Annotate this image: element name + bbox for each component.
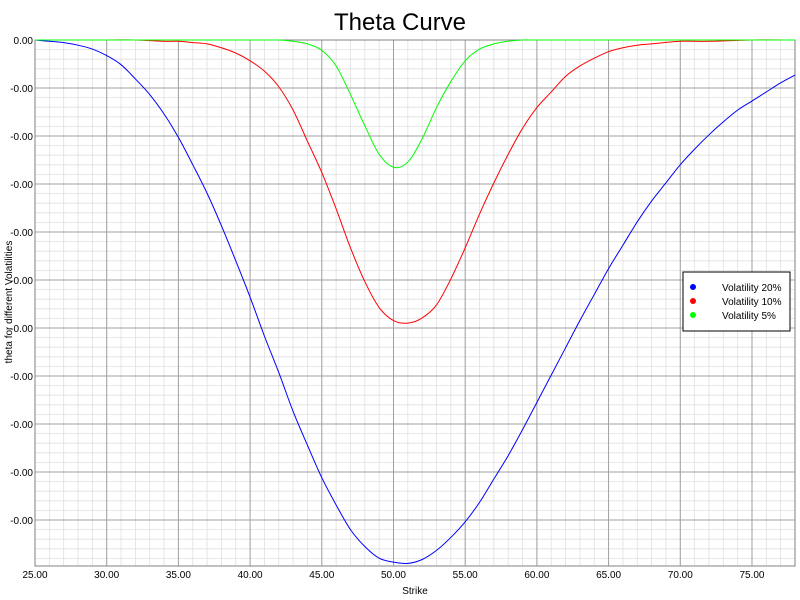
x-tick-label: 60.00 — [524, 570, 549, 581]
legend-marker-volatility-20 — [690, 284, 696, 290]
legend-marker-volatility-10 — [690, 298, 696, 304]
legend-label-volatility-10: Volatility 10% — [722, 297, 782, 308]
series-line-volatility-20 — [34, 39, 796, 565]
x-tick-label: 70.00 — [668, 570, 693, 581]
y-tick-label: -0.00 — [10, 468, 33, 479]
y-tick-label: -0.00 — [10, 372, 33, 383]
x-tick-label: 25.00 — [22, 570, 47, 581]
y-tick-labels: 0.00 -0.00 -0.00 -0.00 -0.00 -0.00 -0.00 -0.00 -… — [10, 36, 33, 527]
legend-marker-volatility-5 — [690, 312, 696, 318]
x-tick-label: 75.00 — [739, 570, 764, 581]
y-axis-label: theta for different Volatilities — [4, 241, 15, 364]
x-tick-label: 30.00 — [94, 570, 119, 581]
x-tick-label: 50.00 — [381, 570, 406, 581]
x-tick-label: 45.00 — [309, 570, 334, 581]
y-tick-label: -0.00 — [10, 84, 33, 95]
plot-border — [34, 39, 796, 567]
legend-label-volatility-20: Volatility 20% — [722, 283, 782, 294]
series-lines — [34, 39, 796, 565]
series-line-volatility-5 — [34, 39, 795, 169]
legend: Volatility 20% Volatility 10% Volatility 5… — [682, 271, 791, 332]
x-tick-label: 55.00 — [453, 570, 478, 581]
y-tick-label: -0.00 — [10, 324, 33, 335]
y-tick-label: -0.00 — [10, 228, 33, 239]
x-tick-label: 40.00 — [238, 570, 263, 581]
y-tick-label: 0.00 — [14, 36, 34, 47]
y-tick-label: -0.00 — [10, 180, 33, 191]
series-line-volatility-10 — [34, 39, 796, 324]
y-tick-label: -0.00 — [10, 516, 33, 527]
x-axis-label: Strike — [402, 586, 428, 597]
x-tick-labels: 25.00 30.00 35.00 40.00 45.00 50.00 55.00 60.00… — [22, 570, 764, 581]
legend-box — [682, 271, 791, 332]
y-tick-label: -0.00 — [10, 420, 33, 431]
y-tick-label: -0.00 — [10, 276, 33, 287]
y-tick-label: -0.00 — [10, 132, 33, 143]
chart-title: Theta Curve — [334, 9, 466, 36]
legend-label-volatility-5: Volatility 5% — [722, 311, 776, 322]
x-tick-label: 35.00 — [166, 570, 191, 581]
x-tick-label: 65.00 — [596, 570, 621, 581]
